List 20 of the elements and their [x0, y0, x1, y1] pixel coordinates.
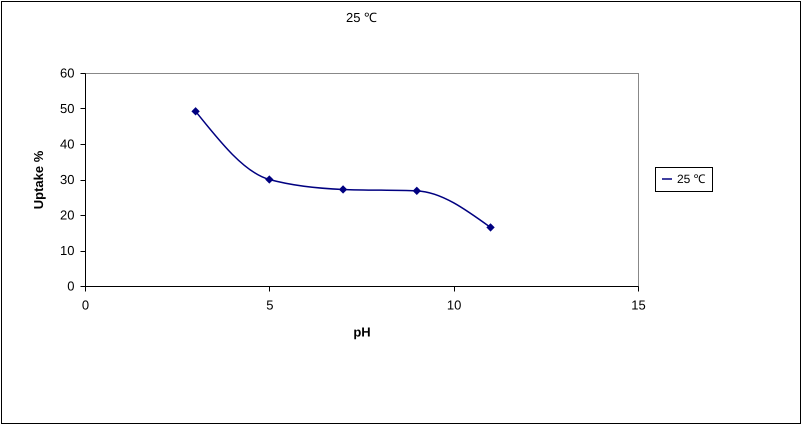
point: [338, 185, 348, 194]
x-tick-label: 0: [82, 298, 90, 312]
legend-label: 25 ℃: [677, 172, 706, 186]
point: [265, 175, 274, 184]
point: [486, 223, 495, 232]
y-axis-title: Uptake %: [31, 150, 46, 210]
y-tick-label: 30: [60, 172, 74, 187]
x-tick-label: 10: [446, 298, 462, 312]
y-tick-label: 10: [60, 243, 74, 258]
y-tick-label: 20: [60, 208, 74, 222]
y-tick-label: 0: [67, 278, 74, 294]
x-tick-label: 15: [631, 298, 646, 312]
x-axis-title: pH: [353, 324, 371, 340]
x-tick-label: 5: [266, 298, 274, 312]
y-tick-label: 60: [60, 66, 74, 80]
y-tick-label: 50: [60, 101, 74, 116]
point: [191, 107, 200, 116]
y-tick-label: 40: [60, 136, 74, 152]
chart-title: 25 ℃: [346, 10, 378, 25]
point: [412, 186, 421, 196]
